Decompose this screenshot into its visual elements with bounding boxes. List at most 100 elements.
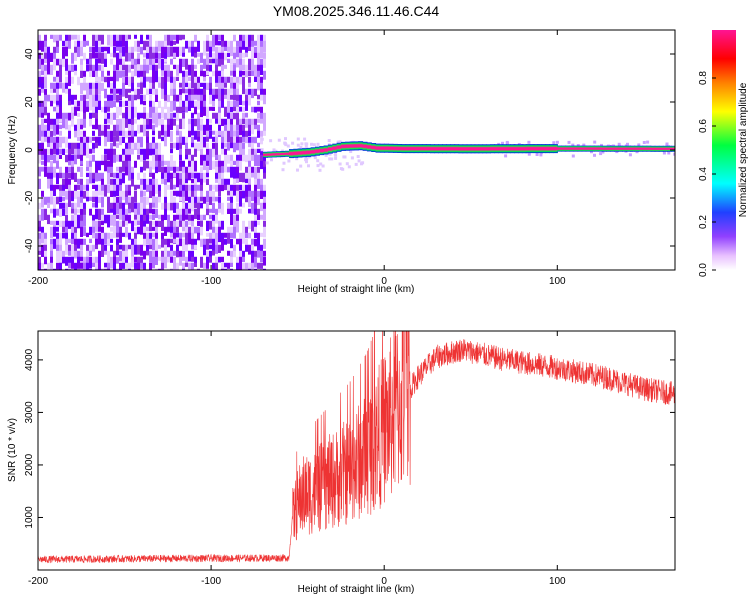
noise-cell (110, 178, 113, 188)
noise-cell (116, 208, 119, 215)
noise-cell (200, 178, 203, 189)
noise-cell (200, 262, 203, 268)
carrier-segment (533, 144, 539, 154)
noise-cell (209, 154, 212, 162)
noise-cell (62, 232, 65, 239)
noise-cell (176, 124, 179, 133)
noise-cell (128, 268, 131, 270)
noise-cell (116, 172, 119, 179)
noise-cell (83, 184, 86, 190)
noise-cell (224, 130, 227, 143)
noise-cell (152, 184, 155, 197)
noise-cell (38, 142, 41, 154)
noise-cell (203, 238, 206, 246)
noise-cell (149, 64, 152, 71)
noise-cell (200, 238, 203, 247)
noise-cell (98, 40, 101, 46)
noise-cell (68, 76, 71, 87)
noise-cell (95, 208, 98, 220)
noise-cell (185, 178, 188, 184)
noise-cell (68, 112, 71, 121)
noise-cell (155, 52, 158, 59)
noise-cell (194, 184, 197, 193)
noise-cell (197, 130, 200, 138)
noise-cell (59, 220, 62, 227)
noise-cell (56, 100, 59, 105)
noise-cell (242, 256, 245, 262)
noise-cell (128, 148, 131, 156)
noise-cell (47, 94, 50, 102)
noise-cell (74, 34, 77, 40)
noise-cell (200, 166, 203, 173)
noise-cell (185, 70, 188, 78)
noise-cell (173, 190, 176, 196)
noise-cell (182, 196, 185, 207)
noise-cell (263, 154, 266, 166)
noise-cell (152, 46, 155, 57)
noise-cell (62, 256, 65, 264)
noise-cell (336, 140, 340, 144)
noise-cell (143, 232, 146, 241)
noise-cell (92, 232, 95, 239)
carrier-segment (529, 144, 535, 154)
carrier-segment (506, 144, 511, 154)
noise-cell (101, 70, 104, 81)
noise-cell (44, 130, 47, 139)
noise-cell (86, 184, 89, 193)
noise-cell (59, 124, 62, 130)
noise-cell (65, 154, 68, 163)
noise-cell (158, 112, 161, 121)
noise-cell (206, 268, 209, 270)
noise-cell (230, 46, 233, 57)
noise-cell (176, 202, 179, 214)
noise-cell (152, 232, 155, 238)
noise-cell (182, 100, 185, 113)
noise-cell (107, 232, 110, 241)
noise-cell (80, 100, 83, 112)
noise-cell (110, 88, 113, 94)
noise-cell (191, 220, 194, 227)
noise-cell (128, 76, 131, 87)
noise-cell (110, 148, 113, 158)
noise-cell (263, 184, 266, 196)
noise-cell (65, 112, 68, 120)
noise-cell (77, 34, 80, 41)
noise-cell (77, 46, 80, 57)
noise-cell (197, 112, 200, 120)
noise-cell (260, 82, 263, 94)
noise-cell (254, 64, 257, 72)
noise-cell (260, 184, 263, 192)
noise-cell (212, 244, 215, 251)
noise-cell (146, 118, 149, 126)
noise-cell (179, 208, 182, 217)
noise-cell (299, 145, 303, 149)
noise-cell (167, 268, 170, 270)
noise-cell (146, 46, 149, 52)
noise-cell (284, 137, 287, 141)
noise-cell (224, 118, 227, 126)
noise-cell (44, 94, 47, 105)
carrier-segment (525, 144, 531, 154)
noise-cell (170, 124, 173, 130)
noise-cell (119, 154, 122, 162)
noise-cell (44, 208, 47, 220)
noise-cell (203, 58, 206, 69)
noise-cell (188, 82, 191, 91)
noise-cell (92, 112, 95, 118)
noise-cell (92, 34, 95, 47)
noise-cell (74, 214, 77, 227)
noise-cell (182, 106, 185, 112)
noise-cell (233, 34, 236, 42)
noise-cell (263, 172, 266, 179)
noise-cell (170, 34, 173, 47)
noise-cell (212, 136, 215, 142)
noise-cell (254, 172, 257, 181)
noise-cell (74, 130, 77, 138)
noise-cell (137, 70, 140, 78)
noise-cell (104, 154, 107, 164)
noise-cell (185, 82, 188, 88)
noise-cell (218, 52, 221, 64)
noise-cell (95, 172, 98, 182)
carrier-segment (577, 145, 583, 152)
